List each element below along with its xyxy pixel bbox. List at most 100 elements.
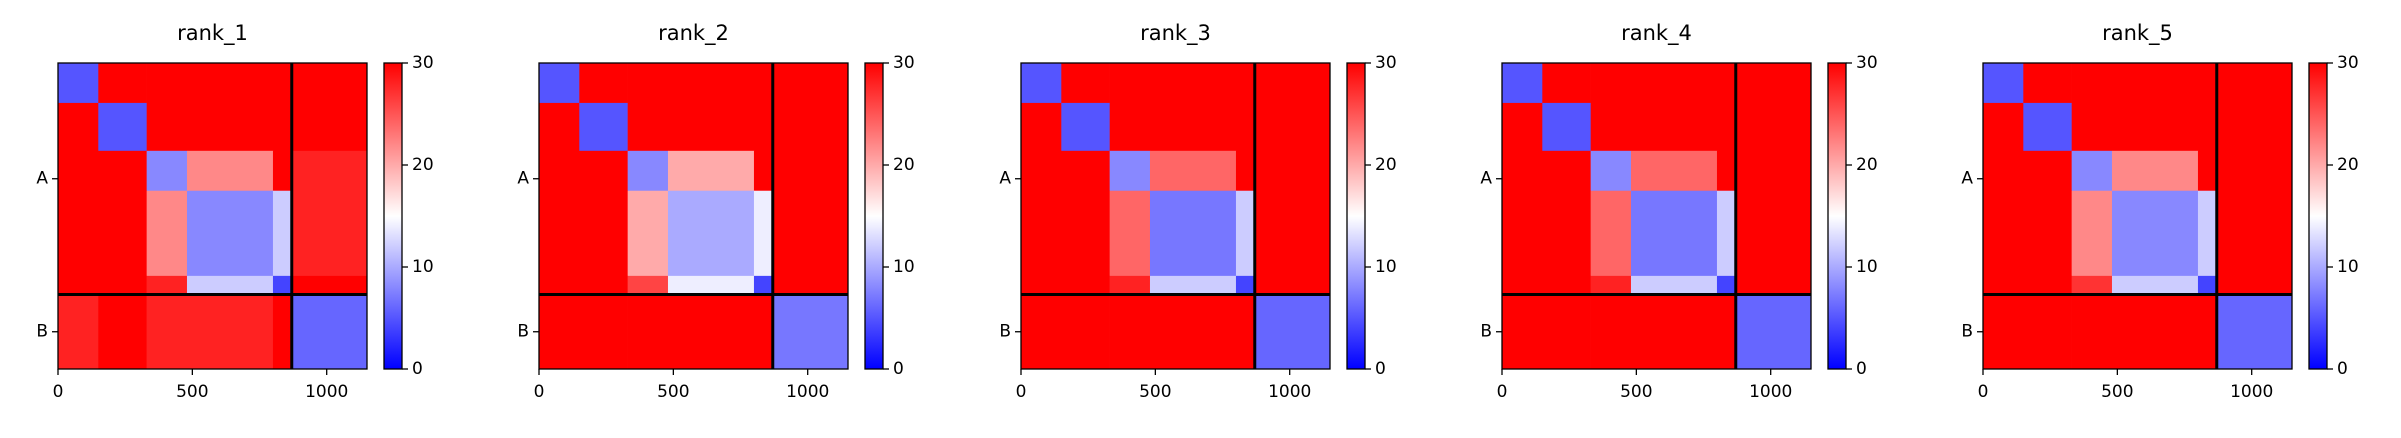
heatmap-cell [2197,63,2218,104]
heatmap-cell [1502,102,1543,152]
heatmap-cell [98,190,147,277]
heatmap-cell [627,150,669,192]
heatmap-cell [627,294,669,370]
heatmap-cell [1109,190,1151,277]
heatmap-cell [2216,294,2293,370]
y-tick-label: A [517,169,529,189]
heatmap-cell [1630,275,1718,295]
colorbar-tick-label: 30 [1856,53,1878,73]
heatmap-cell [2216,63,2293,104]
colorbar-tick-label: 10 [412,257,434,277]
heatmap-cell [1983,275,2024,295]
heatmap-cell [58,275,99,295]
heatmap-cell [667,150,755,192]
heatmap-cell [1254,275,1331,295]
heatmap-cell [772,63,849,104]
heatmap-cell [667,63,755,104]
heatmap-cell [2216,150,2293,192]
colorbar-tick-label: 20 [893,155,915,175]
heatmap-cell [2023,150,2072,192]
heatmap-cell [539,102,580,152]
chart-title: rank_4 [1621,21,1692,46]
heatmap-cell [2216,102,2293,152]
x-tick-label: 1000 [305,382,348,402]
heatmap-cell [291,102,368,152]
heatmap-cell [2197,190,2218,277]
heatmap-cell [1983,294,2024,370]
heatmap-cell [1061,275,1110,295]
heatmap-cell [2071,190,2113,277]
plot-frame [538,62,849,370]
heatmap-cell [1254,102,1331,152]
colorbar [383,62,403,370]
colorbar-tick-label: 10 [893,257,915,277]
heatmap-cell [98,102,147,152]
heatmap-cell [539,190,580,277]
heatmap-cell [772,150,849,192]
y-tick-label: B [36,322,48,342]
heatmap-cell [1109,150,1151,192]
x-tick-label: 1000 [786,382,829,402]
heatmap-cell [1735,63,1812,104]
heatmap-cell [1542,63,1591,104]
heatmap-cell [98,150,147,192]
heatmap-cell [1716,102,1737,152]
heatmap-cell [1983,102,2024,152]
heatmap-cell [186,102,274,152]
heatmap-cell [1716,63,1737,104]
heatmap-cell [1735,190,1812,277]
heatmap-cell [186,294,274,370]
colorbar-tick-label: 30 [1375,53,1397,73]
heatmap-cell [1149,294,1237,370]
heatmap-cell [1254,63,1331,104]
x-tick-label: 0 [1978,382,1989,402]
colorbar-tick-label: 20 [1375,155,1397,175]
heatmap-cell [272,63,293,104]
heatmap-cell [58,63,99,104]
colorbar-tick-label: 0 [1856,359,1867,379]
heatmap-cell [1109,63,1151,104]
chart-title: rank_5 [2102,21,2173,46]
chart-title: rank_1 [177,21,248,46]
heatmap-cell [2111,63,2199,104]
heatmap-cell [291,150,368,192]
colorbar-tick-label: 20 [1856,155,1878,175]
heatmap-cell [1630,63,1718,104]
heatmap-cell [2071,102,2113,152]
heatmap-cell [627,275,669,295]
heatmap-cell [1542,102,1591,152]
heatmap-cell [579,102,628,152]
heatmap-cell [1502,63,1543,104]
heatmap-cell [291,190,368,277]
heatmap-cell [667,275,755,295]
heatmap-cell [579,150,628,192]
heatmap-cell [272,150,293,192]
heatmap-cell [1716,190,1737,277]
x-tick-label: 1000 [1749,382,1792,402]
heatmap-cell [1235,63,1256,104]
heatmap-cell [272,102,293,152]
heatmap-cell [1735,294,1812,370]
heatmap-cell [1590,275,1632,295]
heatmap-cell [1149,63,1237,104]
heatmap-cell [2071,294,2113,370]
colorbar-tick-label: 30 [2337,53,2359,73]
heatmap-cell [1542,150,1591,192]
heatmap-cell [2216,275,2293,295]
x-tick-label: 1000 [1268,382,1311,402]
colorbar-tick-label: 20 [412,155,434,175]
heatmap-cell [1735,150,1812,192]
heatmap-cell [2023,190,2072,277]
heatmap-cell [627,63,669,104]
heatmap-cell [772,275,849,295]
heatmap-cell [1109,102,1151,152]
heatmap-cell [667,190,755,277]
heatmap-cell [1061,294,1110,370]
heatmap-cell [753,294,774,370]
colorbar [1827,62,1847,370]
heatmap-cell [186,150,274,192]
heatmap-cell [2197,294,2218,370]
heatmap-cell [1235,190,1256,277]
heatmap-cell [1061,150,1110,192]
